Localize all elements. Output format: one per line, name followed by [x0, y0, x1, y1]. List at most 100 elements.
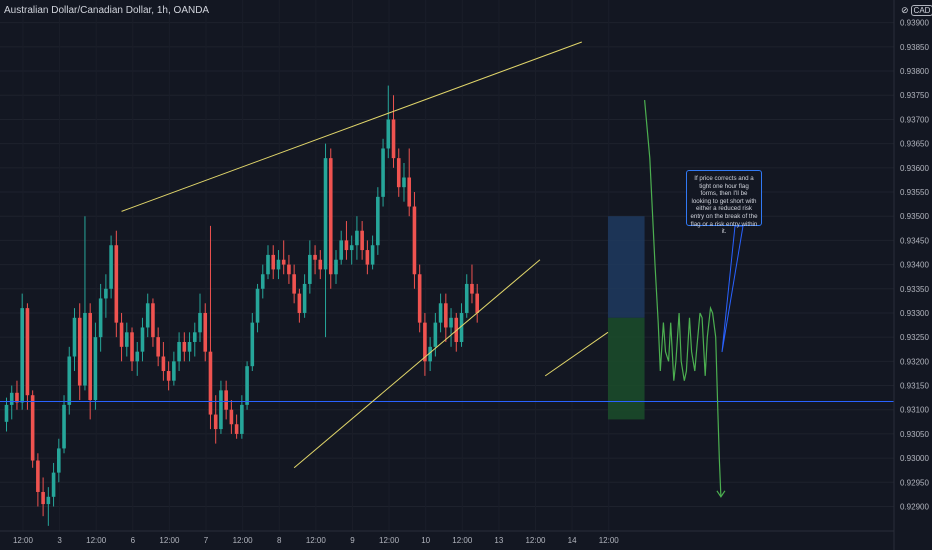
price-tick-label: 0.92950	[900, 478, 929, 487]
candle-body	[9, 392, 14, 405]
time-tick-label: 12:00	[599, 536, 620, 545]
candle-body	[266, 254, 270, 275]
candle-body	[339, 240, 344, 260]
candle-body	[396, 158, 401, 188]
price-tick-label: 0.93100	[900, 406, 929, 415]
candle-body	[20, 308, 24, 403]
candle-body	[104, 288, 108, 299]
candle-body	[130, 332, 134, 362]
price-tick-label: 0.93650	[900, 140, 929, 149]
candle-body	[93, 337, 98, 401]
candle-body	[464, 283, 469, 313]
candle-body	[161, 356, 166, 372]
price-tick-label: 0.93600	[900, 164, 929, 173]
candle-body	[245, 366, 249, 405]
candle-body	[423, 322, 427, 362]
candle-body	[135, 351, 140, 362]
candle-body	[203, 312, 208, 352]
time-tick-label: 12:00	[159, 536, 180, 545]
candle-body	[402, 177, 406, 188]
price-tick-label: 0.93350	[900, 285, 929, 294]
price-tick-label: 0.93050	[900, 430, 929, 439]
price-tick-label: 0.93300	[900, 309, 929, 318]
candle-body	[67, 356, 72, 405]
candle-body	[198, 312, 202, 333]
candle-body	[187, 341, 192, 352]
candle-body	[381, 148, 385, 197]
idea-annotation: If price corrects and a tight one hour f…	[686, 170, 762, 235]
time-tick-label: 12:00	[525, 536, 546, 545]
candle-body	[444, 303, 448, 328]
candle-body	[376, 196, 380, 246]
candle-body	[459, 312, 464, 342]
candle-body	[192, 332, 197, 342]
candle-body	[302, 283, 307, 313]
candle-body	[349, 245, 354, 251]
price-tick-label: 0.93150	[900, 382, 929, 391]
time-tick-label: 3	[57, 536, 62, 545]
price-tick-label: 0.93900	[900, 19, 929, 28]
candle-body	[30, 395, 35, 461]
candle-body	[83, 312, 87, 386]
candle-body	[475, 293, 479, 313]
candle-body	[449, 317, 453, 328]
candle-body	[51, 472, 56, 497]
candle-body	[250, 322, 255, 367]
price-tick-label: 0.93750	[900, 91, 929, 100]
candle-body	[323, 158, 328, 270]
candle-body	[234, 424, 239, 434]
candle-body	[355, 230, 359, 246]
price-tick-label: 0.93200	[900, 357, 929, 366]
candle-body	[140, 327, 145, 352]
candle-body	[46, 496, 51, 505]
candle-body	[224, 390, 228, 410]
candle-body	[428, 346, 432, 362]
position-zones	[607, 216, 645, 420]
symbol-title[interactable]: Australian Dollar/Canadian Dollar, 1h, O…	[4, 5, 210, 16]
candle-body	[240, 404, 244, 434]
time-tick-label: 12:00	[306, 536, 327, 545]
price-tick-label: 0.93400	[900, 261, 929, 270]
candle-body	[98, 298, 103, 338]
candle-body	[229, 409, 234, 425]
candle-body	[454, 317, 459, 342]
candle-body	[297, 293, 302, 313]
price-tick-label: 0.93850	[900, 43, 929, 52]
callout-pointer	[721, 225, 744, 353]
candle-body	[365, 250, 370, 265]
candle-body	[124, 332, 129, 347]
price-axis[interactable]: 0.93900 0.93850 0.93800 0.93750 0.93700 0.936…	[900, 19, 929, 512]
time-tick-label: 14	[568, 536, 577, 545]
candle-body	[166, 371, 171, 381]
time-tick-label: 6	[131, 536, 136, 545]
candle-body	[360, 230, 364, 251]
candle-body	[88, 312, 92, 401]
time-tick-label: 10	[421, 536, 430, 545]
price-tick-label: 0.93550	[900, 188, 929, 197]
price-tick-label: 0.93800	[900, 67, 929, 76]
candle-body	[370, 245, 375, 265]
trendline	[544, 331, 609, 377]
time-axis[interactable]: 12:00 3 12:00 6 12:00 7 12:00 8 12:00 9 12:00 10 12:…	[13, 536, 619, 545]
candle-body	[260, 274, 265, 289]
price-tick-label: 0.92900	[900, 502, 929, 511]
take-profit-zone	[607, 317, 645, 420]
grid	[0, 22, 894, 507]
candle-body	[281, 259, 286, 265]
candle-body	[276, 259, 281, 270]
candle-body	[255, 288, 260, 323]
candle-body	[344, 240, 349, 251]
time-tick-label: 13	[494, 536, 503, 545]
candle-body	[156, 337, 160, 357]
candle-body	[391, 119, 396, 159]
time-tick-label: 12:00	[233, 536, 254, 545]
candle-body	[151, 303, 155, 338]
candle-body	[36, 460, 40, 492]
price-tick-label: 0.93450	[900, 236, 929, 245]
trendline	[121, 41, 582, 212]
candle-body	[57, 448, 61, 473]
currency-indicator[interactable]: ⊘ CAD	[901, 5, 932, 16]
projection-line	[644, 100, 722, 497]
candle-body	[145, 303, 150, 328]
